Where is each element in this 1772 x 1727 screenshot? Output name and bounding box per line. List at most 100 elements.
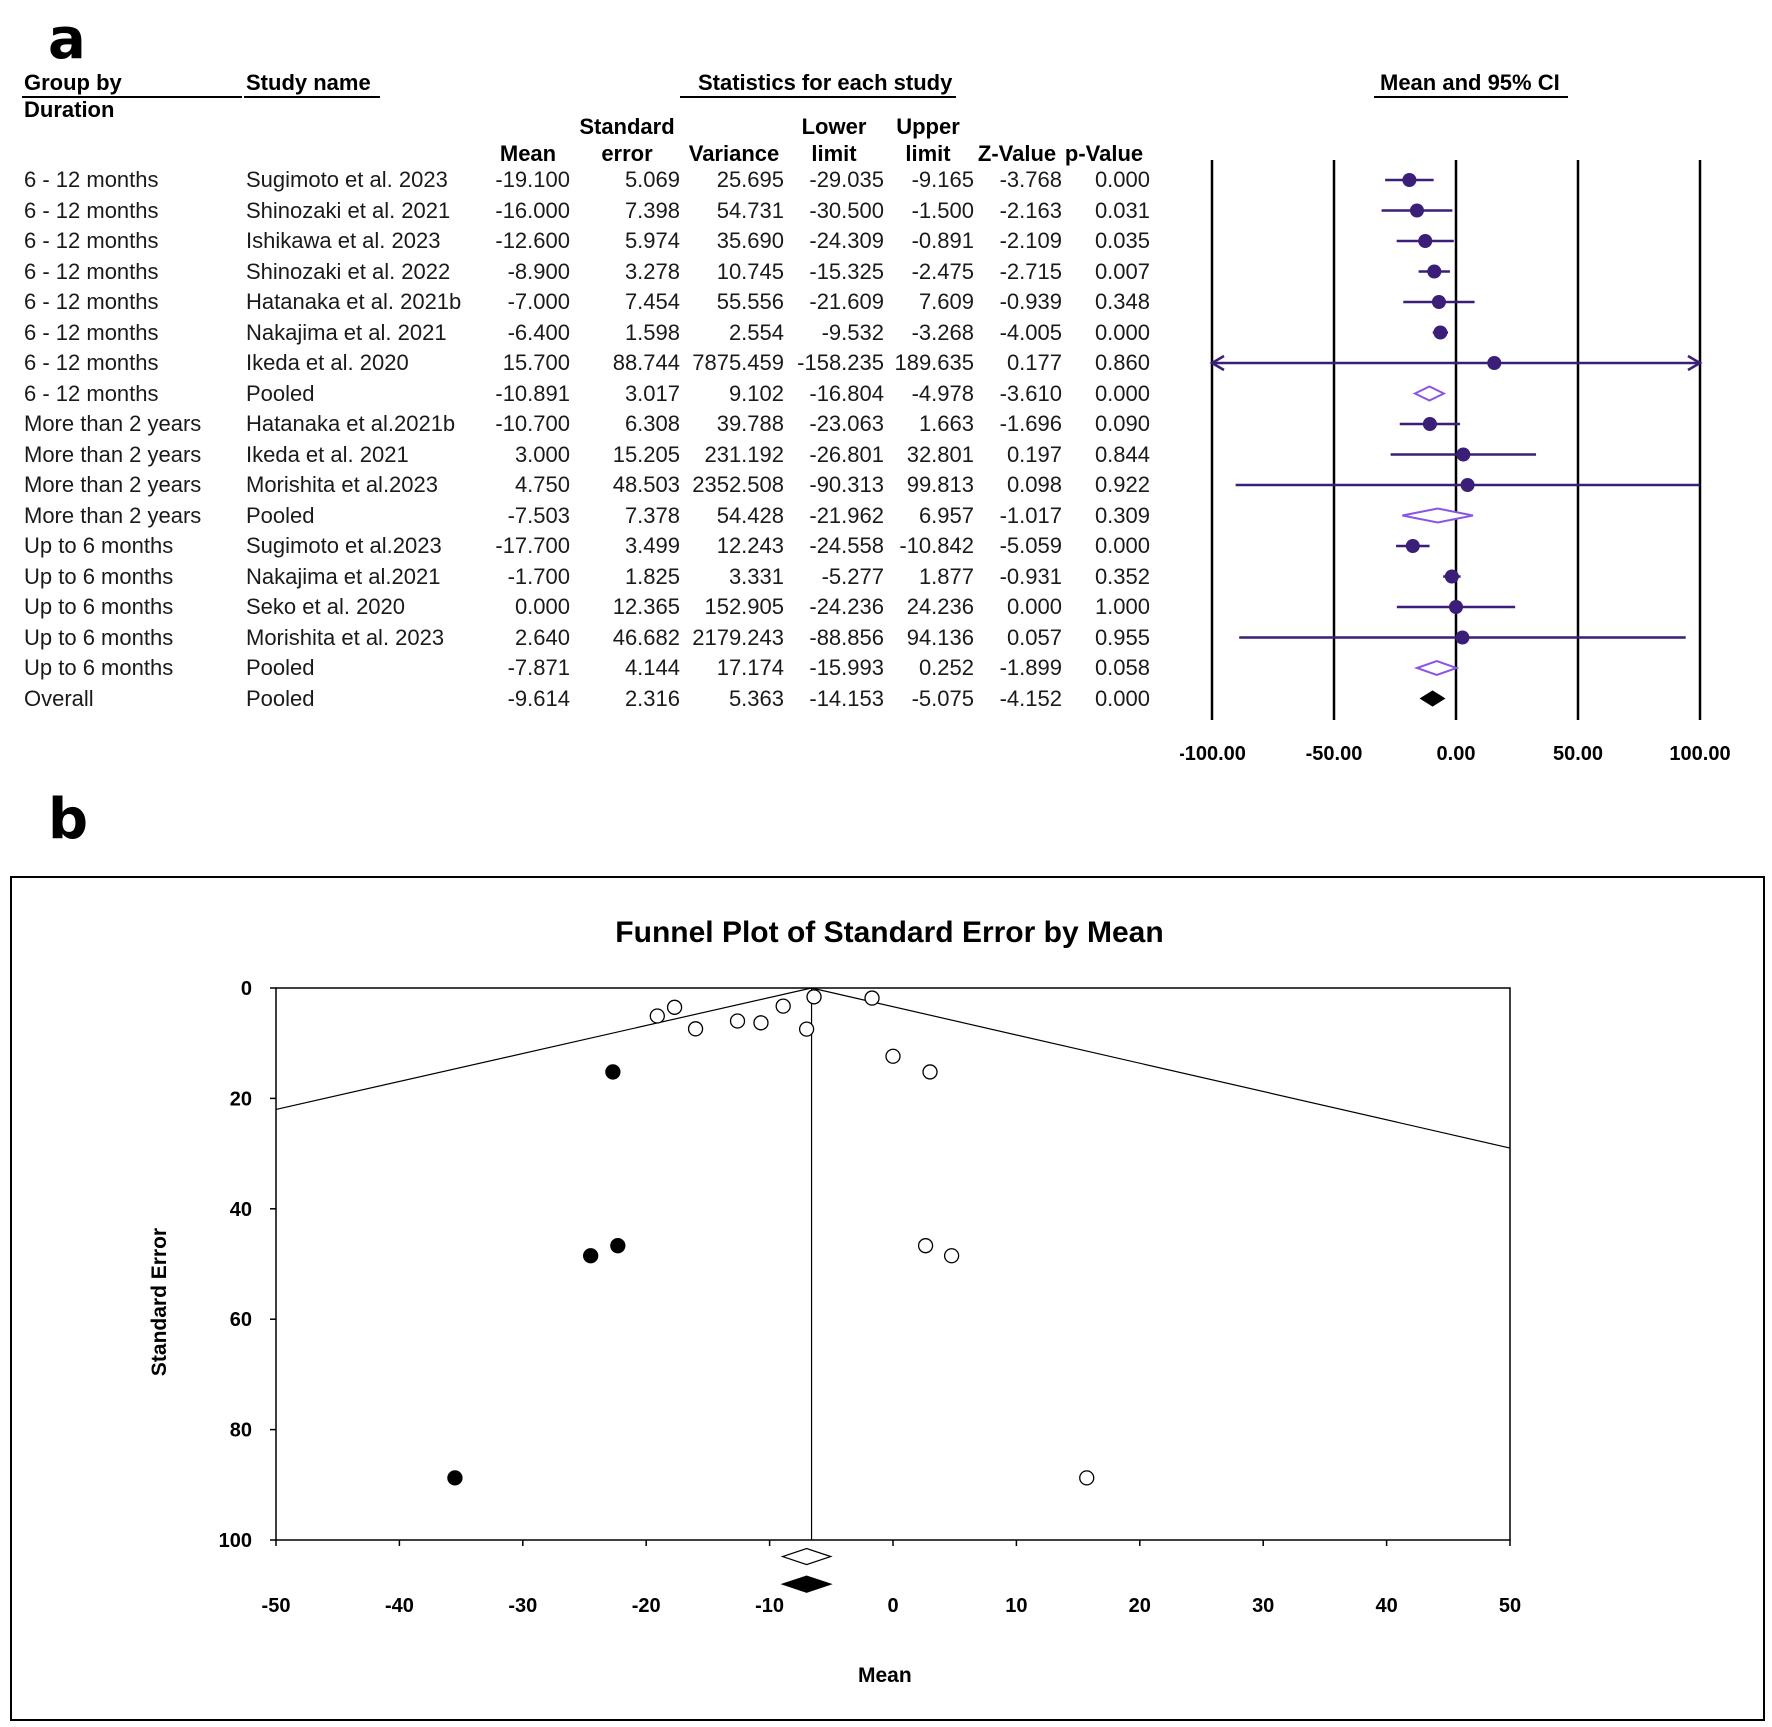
cell-lower: -24.236 xyxy=(809,594,884,619)
funnel-x-tick-label: 50 xyxy=(1499,1595,1521,1617)
cell-mean: -6.400 xyxy=(507,319,570,345)
cell-p: 0.090 xyxy=(1094,411,1150,436)
header-upper-2: limit xyxy=(905,141,951,166)
cell-p: 0.000 xyxy=(1094,380,1150,406)
cell-group: Up to 6 months xyxy=(24,594,174,619)
cell-se: 3.017 xyxy=(624,380,680,406)
header-se-2: error xyxy=(601,141,653,166)
cell-variance: 7875.459 xyxy=(692,350,784,375)
cell-variance: 10.745 xyxy=(716,258,784,284)
cell-p: 0.000 xyxy=(1094,533,1150,558)
cell-p: 0.922 xyxy=(1094,472,1150,497)
cell-group: 6 - 12 months xyxy=(24,228,159,253)
table-row: Up to 6 months Morishita et al. 2023 2.640… xyxy=(0,623,1180,653)
cell-mean: 15.700 xyxy=(502,350,570,375)
funnel-x-tick-label: -10 xyxy=(755,1595,784,1617)
table-row: 6 - 12 months Ikeda et al. 2020 15.700 88.7… xyxy=(0,348,1180,378)
funnel-x-axis-title: Mean xyxy=(858,1664,912,1687)
table-row: 6 - 12 months Shinozaki et al. 2021 -16.00… xyxy=(0,196,1180,226)
cell-upper: 189.635 xyxy=(894,350,974,375)
cell-upper: 32.801 xyxy=(906,441,974,467)
cell-study: Ishikawa et al. 2023 xyxy=(246,228,441,253)
cell-lower: -15.325 xyxy=(809,258,884,284)
cell-variance: 54.731 xyxy=(716,197,784,223)
cell-lower: -158.235 xyxy=(797,350,884,375)
cell-upper: -10.842 xyxy=(899,533,974,558)
cell-variance: 39.788 xyxy=(716,411,784,436)
forest-pooled-diamond xyxy=(1402,507,1474,524)
cell-upper: 7.609 xyxy=(918,289,974,314)
forest-tick-label: 50.00 xyxy=(1553,743,1603,765)
cell-group: More than 2 years xyxy=(24,411,202,436)
forest-pooled-diamond xyxy=(1413,659,1460,677)
table-row: Up to 6 months Seko et al. 2020 0.000 12.36… xyxy=(0,592,1180,622)
panel-a-label: a xyxy=(48,7,86,72)
cell-p: 0.348 xyxy=(1094,289,1150,314)
cell-mean: -10.700 xyxy=(495,411,570,436)
cell-lower: -29.035 xyxy=(809,167,884,192)
cell-upper: 0.252 xyxy=(918,655,974,680)
cell-mean: 3.000 xyxy=(514,441,570,467)
table-row: More than 2 years Hatanaka et al.2021b -10… xyxy=(0,409,1180,439)
cell-variance: 9.102 xyxy=(728,380,784,406)
cell-se: 88.744 xyxy=(612,350,680,375)
funnel-x-tick-label: 30 xyxy=(1252,1595,1274,1617)
forest-point xyxy=(1487,356,1502,370)
cell-group: 6 - 12 months xyxy=(24,289,159,314)
cell-se: 7.398 xyxy=(624,197,680,223)
forest-point xyxy=(1455,630,1470,645)
cell-z: 0.057 xyxy=(1006,624,1062,650)
cell-lower: -24.558 xyxy=(809,533,884,558)
cell-study: Hatanaka et al.2021b xyxy=(246,411,456,436)
cell-study: Shinozaki et al. 2021 xyxy=(246,197,451,223)
cell-z: 0.000 xyxy=(1006,594,1062,619)
cell-variance: 2179.243 xyxy=(692,624,784,650)
cell-upper: -2.475 xyxy=(911,258,974,284)
header-z-value: Z-Value xyxy=(977,141,1057,166)
cell-variance: 2.554 xyxy=(728,319,784,345)
header-p-value: p-Value xyxy=(1064,141,1144,166)
cell-lower: -23.063 xyxy=(809,411,884,436)
funnel-x-tick-label: 40 xyxy=(1375,1595,1397,1617)
cell-study: Morishita et al.2023 xyxy=(246,472,438,497)
cell-mean: -12.600 xyxy=(495,228,570,253)
table-row: 6 - 12 months Hatanaka et al. 2021b -7.000… xyxy=(0,287,1180,317)
cell-mean: -7.000 xyxy=(507,289,570,314)
forest-tick-label: -50.00 xyxy=(1306,743,1363,765)
cell-z: -0.939 xyxy=(999,289,1062,314)
cell-mean: -7.871 xyxy=(507,655,570,680)
cell-variance: 231.192 xyxy=(704,441,784,467)
header-upper-1: Upper xyxy=(896,114,960,139)
cell-study: Hatanaka et al. 2021b xyxy=(246,289,462,314)
cell-z: -2.715 xyxy=(999,258,1062,284)
cell-se: 5.069 xyxy=(624,167,680,192)
cell-se: 1.598 xyxy=(624,319,680,345)
forest-overall-diamond xyxy=(1419,690,1446,707)
funnel-y-tick-label: 40 xyxy=(230,1199,252,1221)
forest-tick-label: 0.00 xyxy=(1437,743,1476,765)
header-statistics-underline xyxy=(680,96,956,98)
forest-arrow-right xyxy=(1687,354,1703,372)
cell-p: 0.860 xyxy=(1094,350,1150,375)
funnel-y-tick-label: 60 xyxy=(230,1309,252,1331)
funnel-plot-area xyxy=(275,987,1511,1541)
cell-group: More than 2 years xyxy=(24,472,202,497)
funnel-observed-summary-diamond xyxy=(780,1547,833,1566)
funnel-x-tick-label: -50 xyxy=(262,1595,291,1617)
cell-p: 0.844 xyxy=(1094,441,1150,467)
forest-pooled-diamond xyxy=(1412,385,1447,402)
table-row: Up to 6 months Sugimoto et al.2023 -17.700… xyxy=(0,531,1180,561)
cell-study: Morishita et al. 2023 xyxy=(246,624,445,650)
cell-p: 0.000 xyxy=(1094,319,1150,345)
forest-point xyxy=(1431,295,1446,309)
funnel-observed-point xyxy=(753,1015,769,1031)
cell-p: 0.000 xyxy=(1094,167,1150,192)
funnel-x-tick-label: -20 xyxy=(632,1595,661,1617)
cell-se: 6.308 xyxy=(624,411,680,436)
cell-z: -4.005 xyxy=(999,319,1062,345)
funnel-imputed-point xyxy=(610,1238,626,1254)
funnel-imputed-point xyxy=(583,1248,599,1264)
header-study-name: Study name xyxy=(246,70,371,95)
funnel-boundary-line xyxy=(811,987,1511,1149)
cell-se: 12.365 xyxy=(612,594,680,619)
